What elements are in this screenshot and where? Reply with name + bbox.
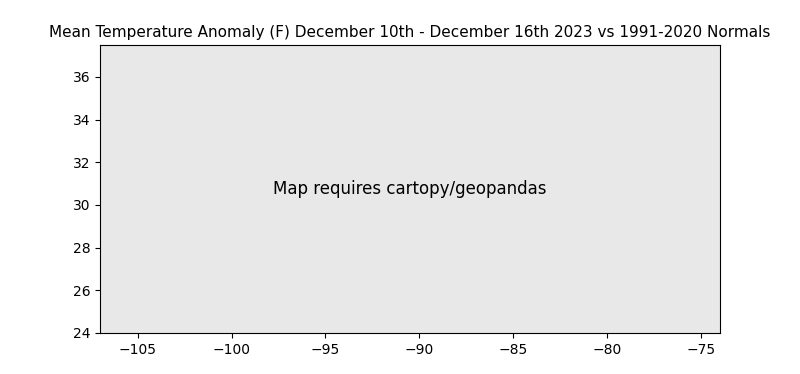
Text: Map requires cartopy/geopandas: Map requires cartopy/geopandas — [274, 180, 546, 198]
Title: Mean Temperature Anomaly (F) December 10th - December 16th 2023 vs 1991-2020 Nor: Mean Temperature Anomaly (F) December 10… — [50, 25, 770, 40]
